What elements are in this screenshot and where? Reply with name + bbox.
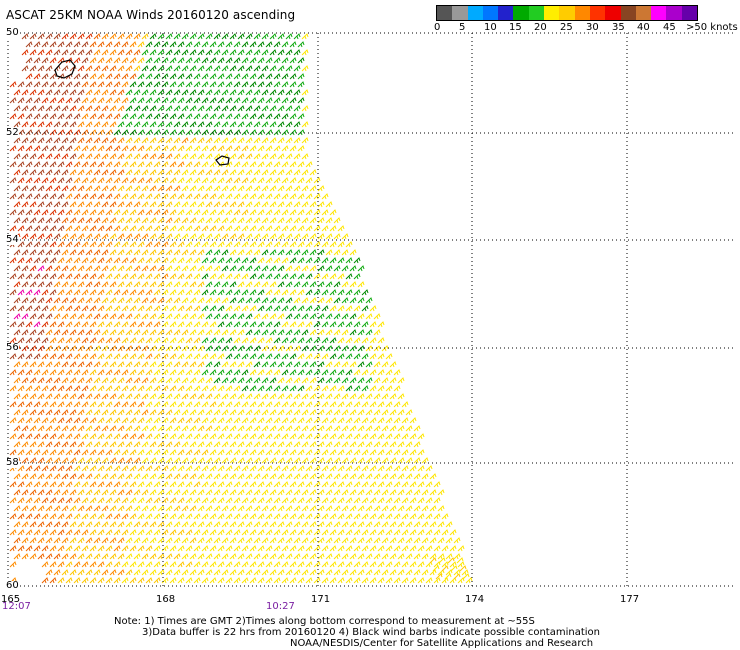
- latitude-label: 60: [6, 580, 19, 591]
- map-title: ASCAT 25KM NOAA Winds 20160120 ascending: [6, 8, 296, 22]
- longitude-label: 165: [1, 594, 21, 605]
- latitude-label: 54: [6, 234, 19, 245]
- colorbar-tick-label: 40: [637, 22, 650, 33]
- colorbar-swatch: [651, 6, 667, 20]
- colorbar-tick-label: 10: [484, 22, 497, 33]
- colorbar-tick-label: 35: [612, 22, 625, 33]
- longitude-label: 174: [465, 594, 485, 605]
- colorbar-swatch: [605, 6, 621, 20]
- colorbar-swatch: [620, 6, 636, 20]
- colorbar-tick-label: 15: [509, 22, 522, 33]
- colorbar-swatch: [528, 6, 545, 20]
- colorbar-swatch: [589, 6, 606, 20]
- map-gridlines: [7, 32, 735, 587]
- colorbar-swatch: [666, 6, 682, 20]
- colorbar-swatch: [635, 6, 652, 20]
- wind-speed-colorbar: [436, 5, 698, 21]
- colorbar-tick-label: 0: [434, 22, 441, 33]
- colorbar-swatch: [482, 6, 499, 20]
- note-line-3: NOAA/NESDIS/Center for Satellite Applica…: [290, 638, 594, 649]
- latitude-label: 50: [6, 27, 19, 38]
- note-line-1: Note: 1) Times are GMT 2)Times along bot…: [114, 616, 535, 627]
- latitude-label: 52: [6, 127, 19, 138]
- colorbar-tick-label: 45: [663, 22, 676, 33]
- colorbar-swatch: [467, 6, 483, 20]
- colorbar-swatch: [498, 6, 514, 20]
- longitude-label: 171: [311, 594, 331, 605]
- latitude-label: 58: [6, 457, 19, 468]
- colorbar-swatch: [681, 6, 698, 20]
- colorbar-tick-label: 25: [560, 22, 573, 33]
- colorbar-tick-labels: 0 5 10 15 20 25 30 35 40 45 >50 knots: [430, 22, 740, 34]
- colorbar-swatch: [559, 6, 575, 20]
- time-label-center: 10:27: [266, 601, 295, 612]
- latitude-label: 56: [6, 342, 19, 353]
- colorbar-tick-label: 5: [459, 22, 466, 33]
- island-outline: [215, 155, 230, 166]
- longitude-label: 168: [156, 594, 176, 605]
- colorbar-swatch: [574, 6, 590, 20]
- colorbar-swatch: [544, 6, 560, 20]
- longitude-label: 177: [620, 594, 640, 605]
- colorbar-tick-label: >50 knots: [686, 22, 738, 33]
- colorbar-tick-label: 30: [586, 22, 599, 33]
- note-line-2: 3)Data buffer is 22 hrs from 20160120 4)…: [142, 627, 600, 638]
- colorbar-tick-label: 20: [534, 22, 547, 33]
- colorbar-swatch: [513, 6, 529, 20]
- colorbar-swatch: [437, 6, 453, 20]
- colorbar-swatch: [452, 6, 468, 20]
- wind-barbs-layer: [9, 33, 473, 584]
- time-label-left: 12:07: [2, 601, 31, 612]
- island-outline: [54, 59, 76, 79]
- island-outlines: [54, 59, 230, 166]
